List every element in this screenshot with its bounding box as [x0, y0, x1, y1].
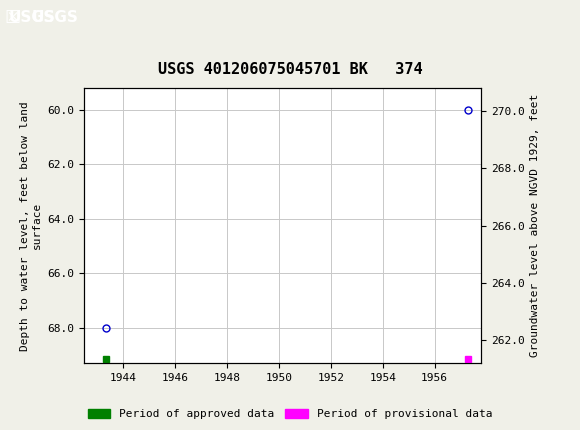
Y-axis label: Groundwater level above NGVD 1929, feet: Groundwater level above NGVD 1929, feet [531, 94, 541, 357]
Text: USGS 401206075045701 BK   374: USGS 401206075045701 BK 374 [158, 62, 422, 77]
Text: USGS: USGS [9, 10, 56, 25]
Legend: Period of approved data, Period of provisional data: Period of approved data, Period of provi… [85, 405, 495, 422]
Text: ☒: ☒ [4, 9, 20, 27]
Text: USGS: USGS [32, 10, 79, 25]
Y-axis label: Depth to water level, feet below land
surface: Depth to water level, feet below land su… [20, 101, 42, 350]
